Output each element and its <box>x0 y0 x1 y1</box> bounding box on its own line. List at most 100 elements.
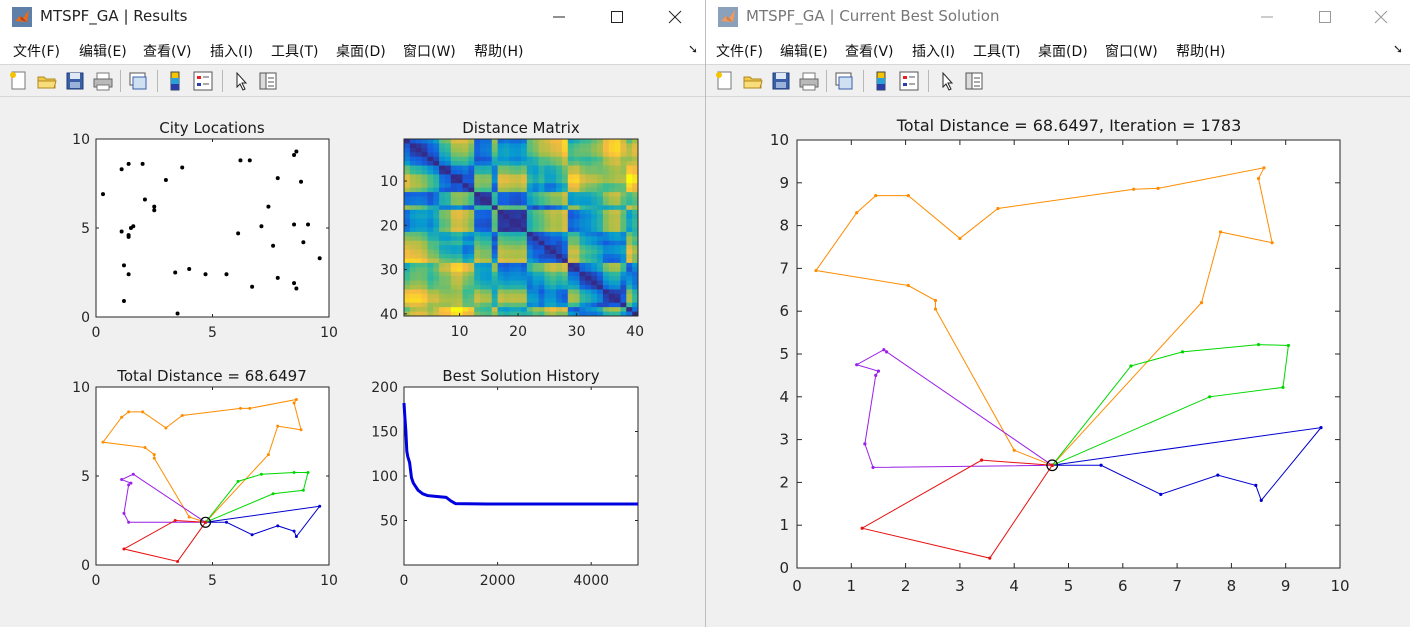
matrix-cell <box>515 200 522 206</box>
matrix-cell <box>556 311 563 317</box>
matrix-cell <box>550 267 557 273</box>
matrix-cell <box>474 200 481 206</box>
matrix-cell <box>468 289 475 295</box>
menu-file[interactable]: 文件(F) <box>13 44 60 60</box>
menu-insert[interactable]: 插入(I) <box>912 44 956 60</box>
pointer-button[interactable] <box>936 70 958 92</box>
minimize-button[interactable] <box>530 0 588 34</box>
print-button[interactable] <box>798 70 820 92</box>
matrix-cell <box>614 165 621 171</box>
menu-desktop[interactable]: 桌面(D) <box>1038 44 1088 60</box>
menu-view[interactable]: 查看(V) <box>143 44 192 60</box>
menu-edit[interactable]: 编辑(E) <box>79 44 127 60</box>
matrix-cell <box>515 262 522 268</box>
matrix-cell <box>485 192 493 197</box>
matrix-cell <box>532 285 539 290</box>
open-file-button[interactable] <box>742 70 764 92</box>
matrix-cell <box>404 285 411 290</box>
print-button[interactable] <box>92 70 114 92</box>
link-figure-button[interactable] <box>127 70 149 92</box>
matrix-cell <box>491 231 498 237</box>
city-point <box>236 231 241 236</box>
matrix-cell <box>608 139 615 144</box>
matrix-cell <box>509 302 516 308</box>
matrix-cell <box>538 183 545 189</box>
matrix-cell <box>456 205 463 211</box>
matrix-cell <box>491 183 498 189</box>
close-button[interactable] <box>646 0 704 34</box>
menu-window[interactable]: 窗口(W) <box>403 44 456 60</box>
matrix-cell <box>620 152 627 158</box>
matrix-cell <box>427 227 434 233</box>
matrix-cell <box>474 258 481 264</box>
matrix-cell <box>480 262 487 268</box>
title-bar[interactable]: MTSPF_GA | Results <box>0 0 705 34</box>
matrix-cell <box>468 254 475 259</box>
matrix-cell <box>509 174 516 180</box>
matrix-cell <box>521 267 528 273</box>
matrix-cell <box>439 147 446 153</box>
matrix-cell <box>409 187 417 193</box>
new-figure-button[interactable] <box>8 70 30 92</box>
legend-button[interactable] <box>898 70 920 92</box>
matrix-cell <box>462 156 469 162</box>
matrix-cell <box>421 223 428 228</box>
close-button[interactable] <box>1352 0 1410 34</box>
matrix-cell <box>556 245 563 251</box>
menu-desktop[interactable]: 桌面(D) <box>336 44 386 60</box>
matrix-cell <box>462 192 469 197</box>
minimize-button[interactable] <box>1238 0 1296 34</box>
colorbar-button[interactable] <box>164 70 186 92</box>
matrix-cell <box>485 147 493 153</box>
matrix-cell <box>404 311 411 317</box>
property-inspector-button[interactable] <box>257 70 279 92</box>
open-file-button[interactable] <box>36 70 58 92</box>
save-button[interactable] <box>770 70 792 92</box>
menu-view[interactable]: 查看(V) <box>845 44 894 60</box>
matrix-cell <box>515 139 522 144</box>
matrix-cell <box>521 174 528 180</box>
matrix-cell <box>550 245 557 251</box>
matrix-cell <box>608 178 615 184</box>
link-figure-icon <box>129 72 147 90</box>
menu-edit[interactable]: 编辑(E) <box>780 44 828 60</box>
matrix-cell <box>561 152 569 158</box>
maximize-button[interactable] <box>1296 0 1354 34</box>
matrix-cell <box>544 245 551 251</box>
pointer-button[interactable] <box>230 70 252 92</box>
matrix-cell <box>474 245 481 251</box>
matrix-cell <box>567 178 575 184</box>
matrix-cell <box>409 307 417 312</box>
menu-insert[interactable]: 插入(I) <box>210 44 254 60</box>
matrix-cell <box>620 223 627 228</box>
matrix-cell <box>450 293 458 299</box>
maximize-button[interactable] <box>588 0 646 34</box>
toolbar-toggle-icon[interactable]: ➘ <box>1392 42 1403 56</box>
route-point <box>259 472 263 476</box>
matrix-cell <box>491 298 498 304</box>
menu-window[interactable]: 窗口(W) <box>1105 44 1158 60</box>
city-point <box>119 167 124 172</box>
matrix-cell <box>439 307 446 312</box>
property-inspector-button[interactable] <box>963 70 985 92</box>
toolbar-toggle-icon[interactable]: ➘ <box>687 42 698 56</box>
matrix-cell <box>585 254 592 259</box>
title-bar[interactable]: MTSPF_GA | Current Best Solution <box>706 0 1410 34</box>
matrix-cell <box>608 200 615 206</box>
matrix-cell <box>632 240 639 246</box>
y-tick-label: 6 <box>779 302 789 320</box>
legend-button[interactable] <box>192 70 214 92</box>
save-button[interactable] <box>64 70 86 92</box>
menu-help[interactable]: 帮助(H) <box>474 44 524 60</box>
menu-tools[interactable]: 工具(T) <box>973 44 1021 60</box>
link-figure-button[interactable] <box>833 70 855 92</box>
menu-help[interactable]: 帮助(H) <box>1176 44 1226 60</box>
new-figure-button[interactable] <box>714 70 736 92</box>
colorbar-button[interactable] <box>870 70 892 92</box>
matrix-cell <box>626 169 633 175</box>
matrix-cell <box>561 187 569 193</box>
menu-tools[interactable]: 工具(T) <box>271 44 319 60</box>
menu-file[interactable]: 文件(F) <box>716 44 763 60</box>
matrix-cell <box>433 285 440 290</box>
matrix-cell <box>591 267 598 273</box>
